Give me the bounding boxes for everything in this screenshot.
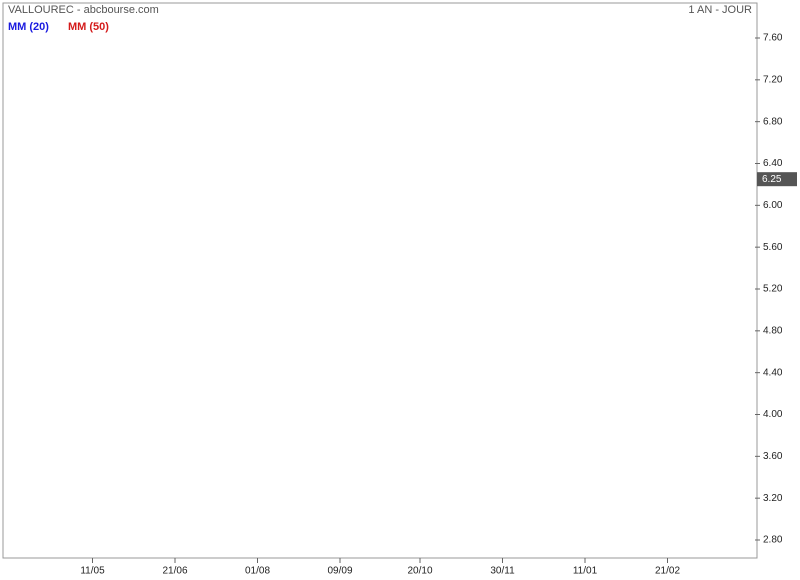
x-tick-label: 21/06 — [162, 566, 187, 577]
x-tick-label: 21/02 — [655, 566, 680, 577]
y-tick-label: 6.40 — [763, 158, 783, 169]
x-tick-label: 01/08 — [245, 566, 270, 577]
x-tick-label: 30/11 — [490, 566, 515, 577]
y-tick-label: 6.00 — [763, 200, 783, 211]
x-tick-label: 09/09 — [327, 566, 352, 577]
chart-title: VALLOUREC - abcbourse.com — [8, 4, 159, 16]
y-tick-label: 4.80 — [763, 325, 783, 336]
plot-frame — [2, 2, 758, 559]
legend-entry: MM (20) — [8, 21, 49, 33]
y-tick-label: 7.20 — [763, 74, 783, 85]
chart-subtitle: 1 AN - JOUR — [688, 4, 752, 16]
overlay: 2.80 3.20 3.60 4.00 4.40 4.80 5.20 5.60 6.00 6.40… — [8, 4, 797, 577]
y-tick-label: 3.60 — [763, 451, 783, 462]
y-tick-label: 4.00 — [763, 409, 783, 420]
y-tick-label: 4.40 — [763, 367, 783, 378]
x-tick-label: 11/05 — [80, 566, 105, 577]
x-tick-label: 11/01 — [573, 566, 598, 577]
y-tick-label: 6.80 — [763, 116, 783, 127]
y-tick-label: 5.60 — [763, 242, 783, 253]
last-value-label: 6.25 — [762, 174, 782, 185]
last-value-box — [757, 172, 797, 187]
y-tick-label: 7.60 — [763, 33, 783, 44]
y-tick-label: 2.80 — [763, 535, 783, 546]
y-tick-label: 3.20 — [763, 493, 783, 504]
legend-entry: MM (50) — [68, 21, 109, 33]
y-tick-label: 5.20 — [763, 284, 783, 295]
x-tick-label: 20/10 — [407, 566, 432, 577]
